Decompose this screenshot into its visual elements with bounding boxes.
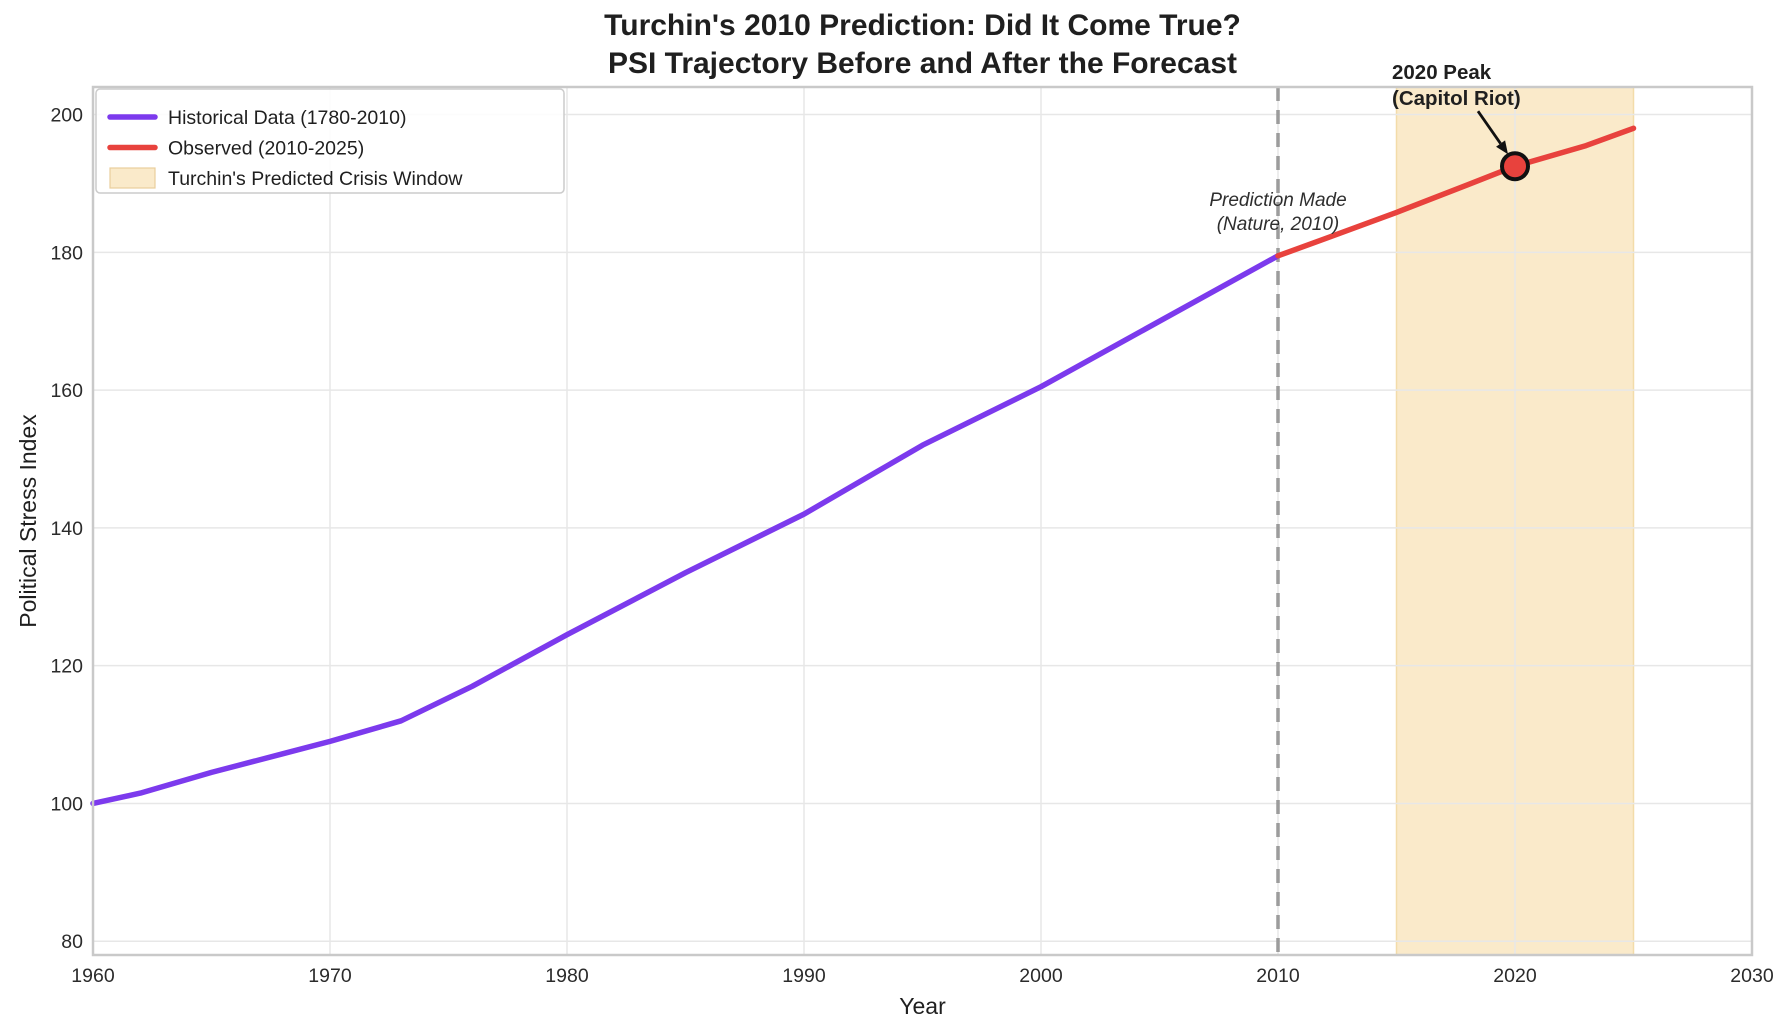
y-tick-label: 140 xyxy=(50,518,83,540)
x-axis-label: Year xyxy=(899,993,946,1019)
observed-line xyxy=(1275,125,1637,259)
chart-title-line1: Turchin's 2010 Prediction: Did It Come T… xyxy=(604,9,1241,42)
plot-border xyxy=(91,85,1754,957)
y-tick-label: 80 xyxy=(61,931,83,953)
chart-title-line2: PSI Trajectory Before and After the Fore… xyxy=(608,47,1237,80)
x-tick-label: 1980 xyxy=(545,965,589,987)
x-tick-label: 1990 xyxy=(782,965,826,987)
x-tick-label: 2010 xyxy=(1256,965,1300,987)
historical-line xyxy=(90,253,1281,807)
legend: Historical Data (1780-2010) Observed (201… xyxy=(95,88,565,194)
legend-box xyxy=(95,88,565,194)
legend-item-label: Historical Data (1780-2010) xyxy=(168,107,406,129)
annotation-prediction-made-line2: (Nature, 2010) xyxy=(1217,214,1340,235)
annotation-prediction-made-line1: Prediction Made xyxy=(1209,190,1346,211)
x-tick-label: 2020 xyxy=(1493,965,1537,987)
y-tick-label: 160 xyxy=(50,380,83,402)
y-axis-label: Political Stress Index xyxy=(15,414,41,628)
x-tick-label: 1960 xyxy=(71,965,115,987)
annotation-peak-line2: (Capitol Riot) xyxy=(1392,87,1521,110)
legend-item-label: Turchin's Predicted Crisis Window xyxy=(168,168,463,190)
y-tick-label: 180 xyxy=(50,242,83,264)
y-tick-label: 200 xyxy=(50,105,83,127)
x-tick-label: 2000 xyxy=(1019,965,1063,987)
annotation-arrow-shaft xyxy=(1476,110,1502,145)
peak-marker-dot xyxy=(1500,151,1530,182)
y-tick-label: 100 xyxy=(50,793,83,815)
y-tick-label: 120 xyxy=(50,656,83,678)
annotation-peak-line1: 2020 Peak xyxy=(1392,61,1492,84)
x-tick-label: 2030 xyxy=(1730,965,1774,987)
x-tick-label: 1970 xyxy=(308,965,352,987)
annotation-arrow-head xyxy=(1496,140,1508,155)
legend-item-label: Observed (2010-2025) xyxy=(168,138,364,160)
legend-swatch-patch xyxy=(109,167,156,189)
